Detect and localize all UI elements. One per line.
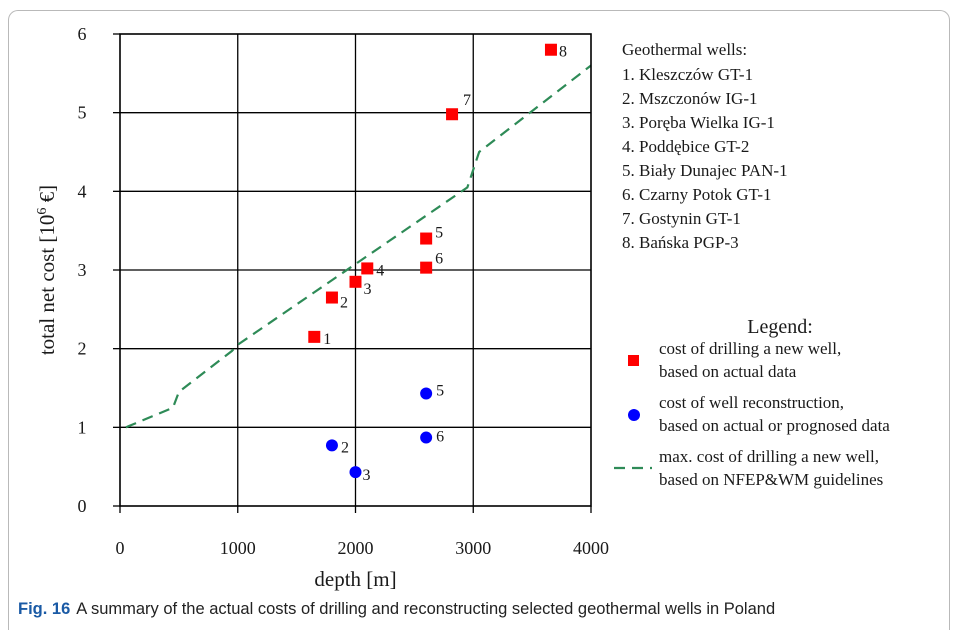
y-tick-label: 5 bbox=[78, 103, 87, 123]
y-tick-label: 0 bbox=[78, 496, 87, 516]
point-new-well-1 bbox=[308, 330, 321, 343]
caption-text: A summary of the actual costs of drillin… bbox=[76, 600, 776, 618]
y-tick-label: 1 bbox=[78, 417, 87, 437]
series-line-group bbox=[125, 64, 592, 429]
point-label: 1 bbox=[323, 331, 331, 348]
legend-entry-line2: based on actual or prognosed data bbox=[659, 416, 890, 435]
legend-entry-line1: cost of well reconstruction, bbox=[659, 393, 844, 412]
point-label: 7 bbox=[463, 92, 471, 109]
well-list-item: 4. Poddębice GT-2 bbox=[622, 137, 749, 156]
x-tick-label: 2000 bbox=[338, 538, 374, 558]
wells-list: 1. Kleszczów GT-1 2. Mszczonów IG-1 3. Por… bbox=[622, 65, 788, 252]
y-tick-label: 3 bbox=[78, 260, 87, 280]
y-axis-label: total net cost [106 €] bbox=[35, 185, 59, 355]
point-new-well-6 bbox=[420, 261, 433, 274]
point-new-well-8 bbox=[544, 43, 557, 56]
well-list-item: 5. Biały Dunajec PAN-1 bbox=[622, 161, 788, 180]
wells-title: Geothermal wells: bbox=[622, 40, 747, 59]
legend-title: Legend: bbox=[747, 316, 813, 338]
point-label: 4 bbox=[376, 262, 384, 279]
figure-frame bbox=[8, 10, 950, 630]
figure-caption: Fig. 16 A summary of the actual costs of … bbox=[18, 600, 948, 619]
point-label: 2 bbox=[340, 295, 348, 312]
well-list-item: 6. Czarny Potok GT-1 bbox=[622, 185, 772, 204]
y-tick-label: 6 bbox=[78, 24, 87, 44]
point-label: 3 bbox=[364, 281, 372, 298]
point-reconstruction-2 bbox=[325, 439, 338, 452]
well-list-item: 2. Mszczonów IG-1 bbox=[622, 89, 758, 108]
legend-entry-line2: based on actual data bbox=[659, 362, 797, 381]
x-tick-label: 3000 bbox=[455, 538, 491, 558]
x-axis-label: depth [m] bbox=[314, 567, 396, 591]
grid-lines bbox=[113, 33, 592, 513]
point-reconstruction-3 bbox=[349, 466, 362, 479]
legend-entry-line2: based on NFEP&WM guidelines bbox=[659, 470, 883, 489]
well-list-item: 8. Bańska PGP-3 bbox=[622, 233, 739, 252]
legend-swatch-square bbox=[628, 355, 639, 366]
legend-entry-line1: max. cost of drilling a new well, bbox=[659, 447, 879, 466]
point-label: 8 bbox=[559, 44, 567, 61]
y-axis-label-end: €] bbox=[35, 185, 59, 208]
plot-area bbox=[119, 33, 592, 507]
legend-entry-line1: cost of drilling a new well, bbox=[659, 339, 841, 358]
point-new-well-4 bbox=[361, 262, 374, 275]
point-new-well-3 bbox=[349, 275, 362, 288]
series-line-nfep bbox=[125, 64, 592, 429]
y-axis-label-sup: 6 bbox=[35, 208, 50, 215]
x-tick-label: 4000 bbox=[573, 538, 609, 558]
point-new-well-2 bbox=[325, 291, 338, 304]
y-tick-label: 4 bbox=[78, 181, 87, 201]
well-list-item: 7. Gostynin GT-1 bbox=[622, 209, 741, 228]
legend-swatch-circle bbox=[628, 409, 640, 421]
y-tick-label: 2 bbox=[78, 339, 87, 359]
point-label: 2 bbox=[341, 439, 349, 456]
point-reconstruction-5 bbox=[420, 387, 433, 400]
y-axis-label-main: total net cost [10 bbox=[35, 215, 59, 356]
point-label: 5 bbox=[436, 383, 444, 400]
point-label: 3 bbox=[363, 467, 371, 484]
point-new-well-7 bbox=[446, 108, 459, 121]
point-reconstruction-6 bbox=[420, 431, 433, 444]
point-new-well-5 bbox=[420, 232, 433, 245]
x-tick-label: 1000 bbox=[220, 538, 256, 558]
point-label: 6 bbox=[436, 429, 444, 446]
point-label: 6 bbox=[435, 251, 443, 268]
caption-label: Fig. 16 bbox=[18, 600, 71, 618]
point-label: 5 bbox=[435, 225, 443, 242]
well-list-item: 1. Kleszczów GT-1 bbox=[622, 65, 753, 84]
legend: cost of drilling a new well, based on act… bbox=[614, 339, 890, 489]
x-tick-label: 0 bbox=[116, 538, 125, 558]
well-list-item: 3. Poręba Wielka IG-1 bbox=[622, 113, 775, 132]
